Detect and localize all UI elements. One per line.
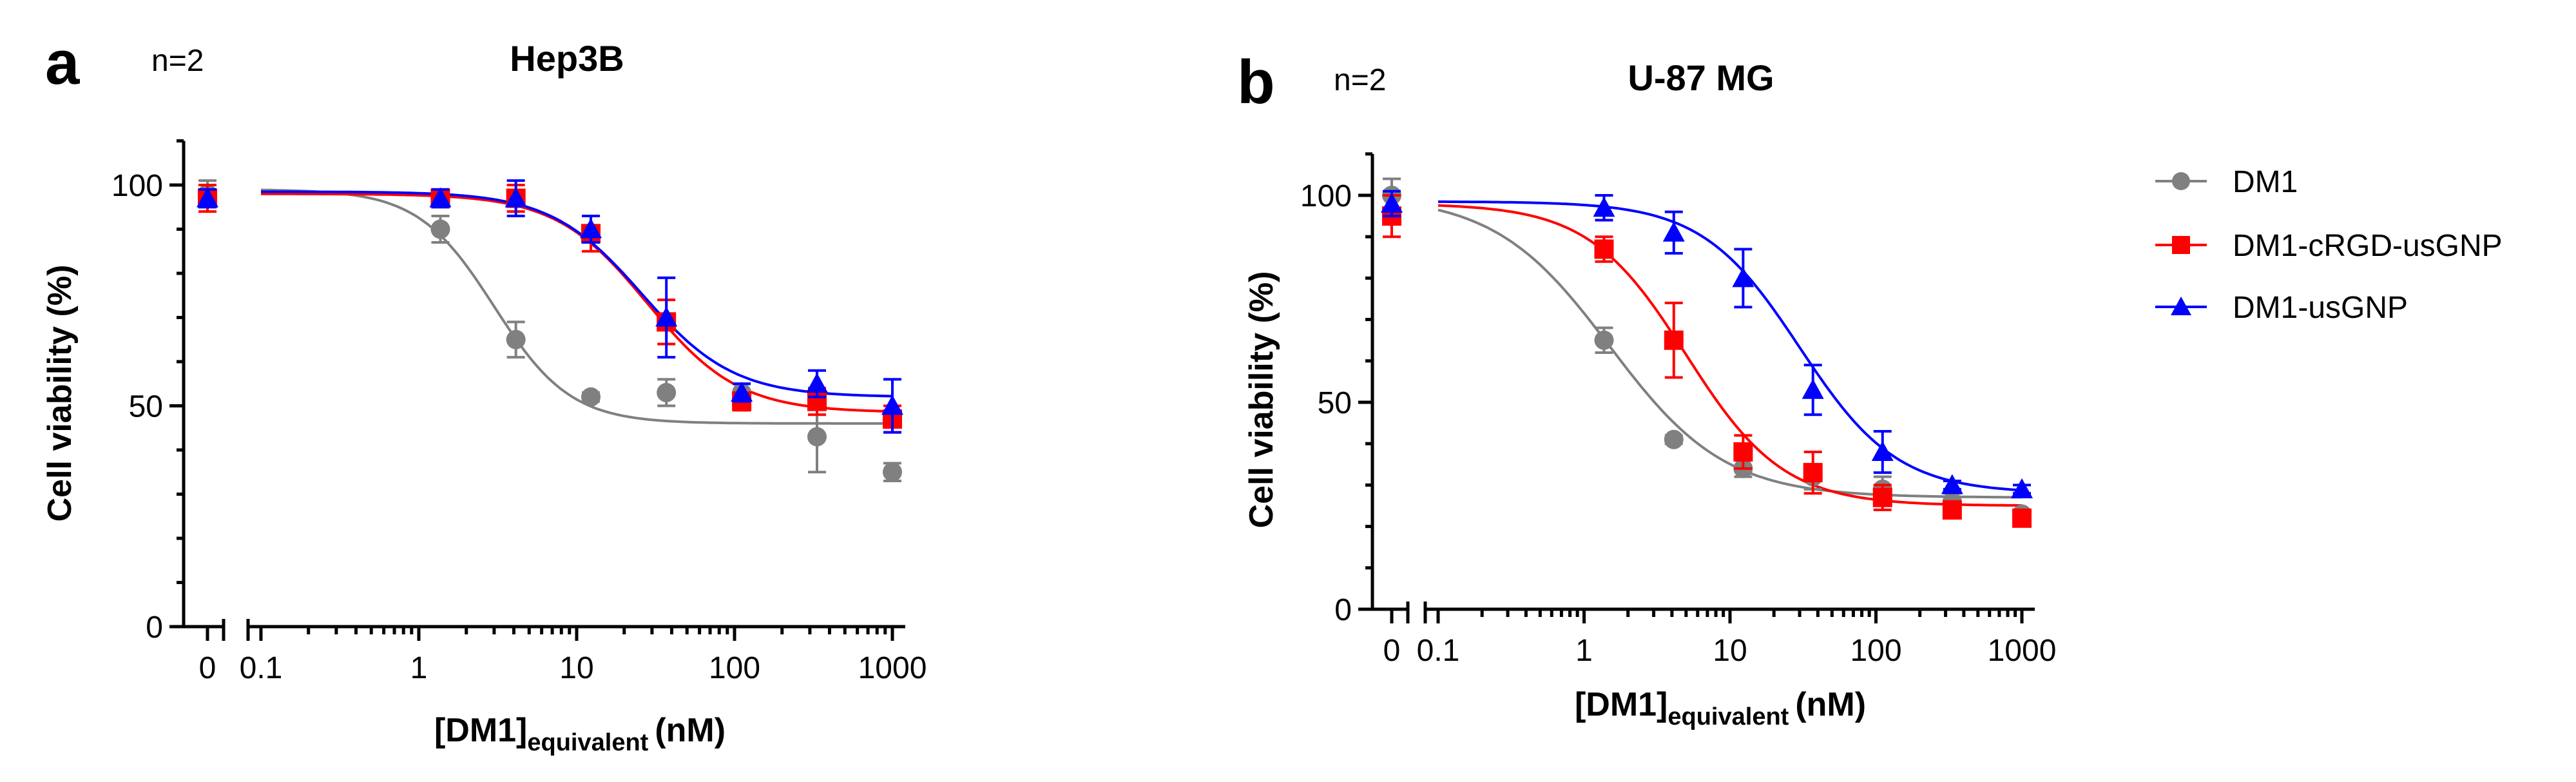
x-tick-label-b: 10 [1713, 634, 1747, 668]
y-tick-label-a: 100 [111, 169, 163, 203]
point-circle-dm1-a [581, 387, 601, 407]
legend-label-dm1: DM1 [2233, 165, 2298, 199]
y-tick-label-a: 50 [129, 390, 163, 424]
point-triangle-dm1-usgnp-b [1593, 197, 1615, 217]
point-triangle-dm1-usgnp-b [1732, 267, 1754, 288]
x-tick-label-b: 1000 [1988, 634, 2057, 668]
point-triangle-dm1-usgnp-b [1941, 474, 1963, 494]
fit-curve-dm1-usgnp-b [1438, 200, 2023, 492]
point-triangle-dm1-usgnp-b [1802, 378, 1824, 399]
y-tick-label-b: 100 [1300, 179, 1352, 213]
x-axis-label-main-b: [DM1] [1575, 686, 1668, 723]
point-square-dm1-crgd-usgnp-b [1803, 463, 1823, 483]
x-axis-label-main-a: [DM1] [434, 712, 527, 749]
legend-label-dm1-crgd-usgnp: DM1-cRGD-usGNP [2233, 229, 2503, 263]
panel-b: b n=2 U-87 MG Cell viability (%) [DM1]eq… [1237, 48, 2056, 730]
point-circle-dm1-a [883, 462, 902, 482]
panel-a: a n=2 Hep3B Cell viability (%) [DM1]equi… [41, 28, 927, 756]
y-axis-label-a: Cell viability (%) [41, 265, 79, 522]
point-square-dm1-crgd-usgnp-b [2012, 508, 2032, 528]
point-circle-dm1-a [657, 382, 677, 402]
y-tick-label-b: 50 [1318, 386, 1352, 420]
chart-title-b: U-87 MG [1628, 57, 1774, 98]
panel-letter-b: b [1237, 48, 1275, 117]
point-circle-dm1-a [807, 427, 827, 447]
fit-curve-dm1-crgd-usgnp-a [261, 192, 893, 413]
legend-item-dm1-usgnp: DM1-usGNP [2155, 291, 2408, 325]
point-square-dm1-crgd-usgnp-b [1594, 239, 1614, 259]
x-axis-label-unit-b: (nM) [1795, 686, 1866, 723]
point-square-dm1-crgd-usgnp-b [1872, 487, 1892, 507]
x-tick-label-zero-a: 0 [199, 651, 216, 685]
x-tick-label-a: 10 [559, 651, 593, 685]
x-tick-label-b: 1 [1575, 634, 1593, 668]
panel-letter-a: a [45, 28, 80, 97]
x-axis-label-b: [DM1]equivalent (nM) [1575, 686, 1866, 730]
legend-label-dm1-usgnp: DM1-usGNP [2233, 291, 2408, 325]
point-triangle-dm1-usgnp-a [580, 218, 602, 239]
point-triangle-dm1-usgnp-b [1871, 441, 1894, 462]
fit-curve-dm1-usgnp-a [261, 190, 893, 398]
data-points-b [1381, 177, 2033, 528]
n-label-b: n=2 [1334, 63, 1386, 97]
x-axis-label-sub-a: equivalent [527, 729, 648, 756]
x-tick-label-b: 100 [1850, 634, 1901, 668]
chart-title-a: Hep3B [510, 38, 624, 79]
y-tick-label-b: 0 [1334, 593, 1352, 627]
legend-marker-triangle-icon [2171, 297, 2191, 315]
point-triangle-dm1-usgnp-zero-b [1381, 192, 1403, 213]
point-circle-dm1-a [430, 219, 450, 239]
point-square-dm1-crgd-usgnp-b [1733, 442, 1753, 462]
x-axis-label-sub-b: equivalent [1668, 703, 1789, 730]
fit-curve-dm1-crgd-usgnp-b [1437, 204, 2022, 507]
x-tick-label-b: 0.1 [1417, 634, 1460, 668]
x-axis-label-a: [DM1]equivalent (nM) [434, 712, 726, 756]
point-triangle-dm1-usgnp-b [1662, 221, 1685, 242]
point-triangle-dm1-usgnp-a [505, 187, 527, 208]
x-tick-label-a: 1000 [858, 651, 927, 685]
n-label-a: n=2 [151, 44, 204, 78]
point-triangle-dm1-usgnp-a [881, 395, 903, 415]
point-square-dm1-crgd-usgnp-b [1942, 500, 1962, 520]
fit-curve-dm1-a [260, 188, 892, 425]
legend-item-dm1-crgd-usgnp: DM1-cRGD-usGNP [2155, 229, 2503, 263]
point-triangle-dm1-usgnp-a [731, 381, 753, 402]
fit-curves-a [260, 188, 893, 425]
y-tick-label-a: 0 [146, 611, 163, 645]
fit-curve-dm1-b [1437, 208, 2022, 499]
legend-marker-circle-icon [2172, 172, 2190, 190]
x-tick-label-zero-b: 0 [1383, 634, 1401, 668]
legend-item-dm1: DM1 [2155, 165, 2298, 199]
point-circle-dm1-b [1664, 429, 1684, 449]
y-axis-label-b: Cell viability (%) [1243, 271, 1280, 529]
x-tick-label-a: 100 [709, 651, 760, 685]
point-triangle-dm1-usgnp-zero-a [197, 187, 218, 208]
data-points-a [197, 179, 903, 482]
point-triangle-dm1-usgnp-a [429, 187, 452, 208]
point-square-dm1-crgd-usgnp-b [1664, 330, 1684, 350]
point-triangle-dm1-usgnp-a [655, 306, 678, 327]
x-axis-label-unit-a: (nM) [655, 712, 726, 749]
legend-marker-square-icon [2172, 236, 2190, 254]
x-tick-label-a: 0.1 [240, 651, 283, 685]
point-circle-dm1-b [1594, 330, 1614, 350]
point-triangle-dm1-usgnp-b [2011, 478, 2033, 498]
point-triangle-dm1-usgnp-a [805, 373, 828, 393]
point-circle-dm1-a [506, 329, 526, 349]
x-tick-label-a: 1 [410, 651, 428, 685]
fit-curves-b [1437, 200, 2023, 507]
legend: DM1 DM1-cRGD-usGNP DM1-usGNP [2155, 165, 2503, 325]
